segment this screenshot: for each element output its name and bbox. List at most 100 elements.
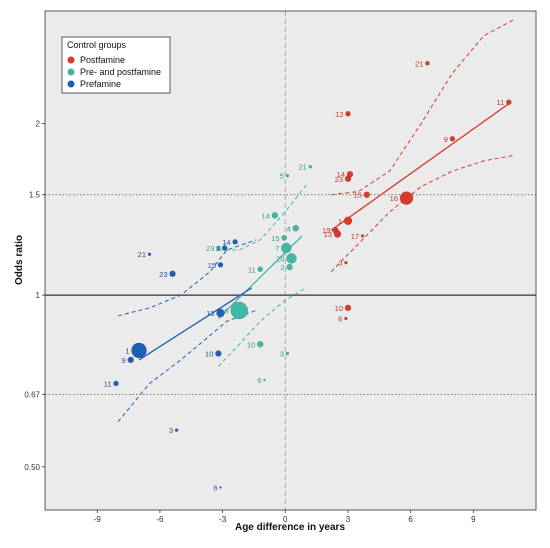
point-postfamine-3 — [344, 260, 348, 265]
point-label-postfamine-9: 9 — [444, 135, 448, 144]
point-label-prefamine-14: 14 — [222, 238, 230, 247]
point-pre-and-postfamine-10 — [256, 341, 264, 348]
ci-upper-postfamine — [331, 18, 516, 196]
point-prefamine-15 — [217, 262, 224, 268]
legend-marker-pre-and-postfamine — [67, 68, 75, 76]
point-label-postfamine-12: 12 — [335, 110, 343, 119]
legend-title: Control groups — [67, 40, 127, 50]
point-prefamine-1 — [131, 342, 147, 359]
point-pre-and-postfamine-4 — [292, 225, 299, 232]
point-pre-and-postfamine-2 — [286, 263, 293, 271]
point-postfamine-6 — [344, 316, 348, 321]
point-label-pre-and-postfamine-6: 6 — [257, 376, 261, 385]
point-label-pre-and-postfamine-4: 4 — [287, 224, 291, 233]
point-label-postfamine-3: 3 — [338, 259, 342, 268]
ci-upper-prefamine — [117, 239, 257, 317]
point-postfamine-15 — [363, 191, 371, 198]
point-prefamine-3 — [174, 428, 179, 432]
x-tick-label-2: -3 — [219, 515, 227, 524]
legend-label-prefamine: Prefamine — [80, 79, 121, 89]
point-label-prefamine-1: 1 — [125, 346, 129, 355]
point-postfamine-12 — [345, 111, 351, 117]
ci-lower-postfamine — [330, 154, 516, 272]
point-label-pre-and-postfamine-15: 15 — [271, 234, 279, 243]
point-prefamine-13 — [216, 308, 225, 318]
y-tick-label-2: 1 — [36, 291, 41, 300]
point-label-prefamine-11: 11 — [104, 380, 112, 389]
y-tick-label-4: 2 — [36, 119, 41, 128]
y-tick-label-1: 0.67 — [24, 390, 40, 399]
point-label-prefamine-2: 2 — [216, 244, 220, 253]
legend: Control groups Postfamine Pre- and postf… — [61, 36, 171, 94]
point-postfamine-1 — [343, 216, 353, 226]
x-tick-label-5: 6 — [408, 515, 413, 524]
point-label-pre-and-postfamine-11: 11 — [248, 265, 256, 274]
point-label-postfamine-19: 19 — [322, 226, 330, 235]
ci-upper-pre-and-postfamine — [218, 184, 307, 251]
point-label-prefamine-6: 6 — [213, 484, 217, 493]
point-label-postfamine-14: 14 — [337, 170, 345, 179]
point-label-postfamine-13: 13 — [324, 230, 332, 239]
x-tick-label-6: 9 — [471, 515, 476, 524]
point-label-pre-and-postfamine-10: 10 — [247, 340, 255, 349]
point-prefamine-6 — [219, 486, 222, 489]
point-postfamine-10 — [344, 304, 352, 312]
point-prefamine-9 — [127, 356, 134, 364]
point-label-prefamine-15: 15 — [208, 261, 216, 270]
fit-line-postfamine — [330, 101, 512, 231]
point-label-postfamine-23: 23 — [335, 175, 343, 184]
legend-label-postfamine: Postfamine — [80, 55, 125, 65]
point-label-pre-and-postfamine-23: 23 — [206, 244, 214, 253]
x-tick-label-3: 0 — [283, 515, 288, 524]
point-postfamine-23 — [344, 175, 352, 183]
legend-marker-postfamine — [67, 56, 75, 64]
point-pre-and-postfamine-15 — [281, 235, 287, 241]
point-label-postfamine-11: 11 — [497, 98, 505, 107]
x-axis-label: Age difference in years — [235, 522, 345, 533]
point-prefamine-10 — [215, 350, 222, 357]
point-label-postfamine-15: 15 — [353, 191, 361, 200]
reference-lines — [45, 11, 536, 510]
point-postfamine-16 — [399, 191, 414, 205]
point-pre-and-postfamine-16 — [230, 301, 249, 320]
point-pre-and-postfamine-7 — [281, 242, 292, 254]
point-label-pre-and-postfamine-7: 7 — [275, 244, 279, 253]
legend-marker-prefamine — [67, 80, 75, 88]
plot-border — [44, 10, 537, 511]
point-prefamine-23 — [169, 270, 176, 278]
point-prefamine-21 — [147, 252, 152, 256]
y-tick-label-0: 0.50 — [24, 463, 40, 472]
point-prefamine-2 — [221, 245, 228, 251]
point-pre-and-postfamine-23 — [216, 245, 221, 251]
y-axis-label: Odds ratio — [14, 235, 25, 285]
axes: -9 -6 -3 0 3 6 9 0.50 0.67 1 1.5 2 — [24, 10, 537, 524]
point-pre-and-postfamine-20 — [286, 253, 297, 264]
data-points — [113, 61, 512, 489]
point-label-postfamine-16: 16 — [390, 194, 398, 203]
point-label-prefamine-9: 9 — [122, 356, 126, 365]
x-tick-label-1: -6 — [156, 515, 164, 524]
point-label-pre-and-postfamine-16: 16 — [220, 307, 228, 316]
point-label-pre-and-postfamine-21: 21 — [298, 163, 306, 172]
point-postfamine-13 — [333, 230, 342, 238]
point-prefamine-14 — [232, 239, 238, 245]
point-label-prefamine-13: 13 — [206, 309, 214, 318]
point-prefamine-11 — [113, 380, 119, 387]
point-label-pre-and-postfamine-5: 5 — [280, 172, 284, 181]
point-pre-and-postfamine-21 — [308, 164, 313, 169]
point-postfamine-11 — [506, 99, 512, 105]
point-label-prefamine-21: 21 — [138, 250, 146, 259]
x-tick-label-4: 3 — [346, 515, 351, 524]
point-label-prefamine-10: 10 — [205, 350, 213, 359]
x-tick-label-0: -9 — [94, 515, 102, 524]
legend-box — [61, 36, 171, 94]
point-postfamine-9 — [449, 136, 456, 142]
point-postfamine-17 — [360, 234, 365, 238]
point-label-pre-and-postfamine-3: 3 — [280, 350, 284, 359]
point-pre-and-postfamine-11 — [257, 266, 263, 273]
point-label-prefamine-3: 3 — [169, 426, 173, 435]
point-label-postfamine-21: 21 — [415, 59, 423, 68]
